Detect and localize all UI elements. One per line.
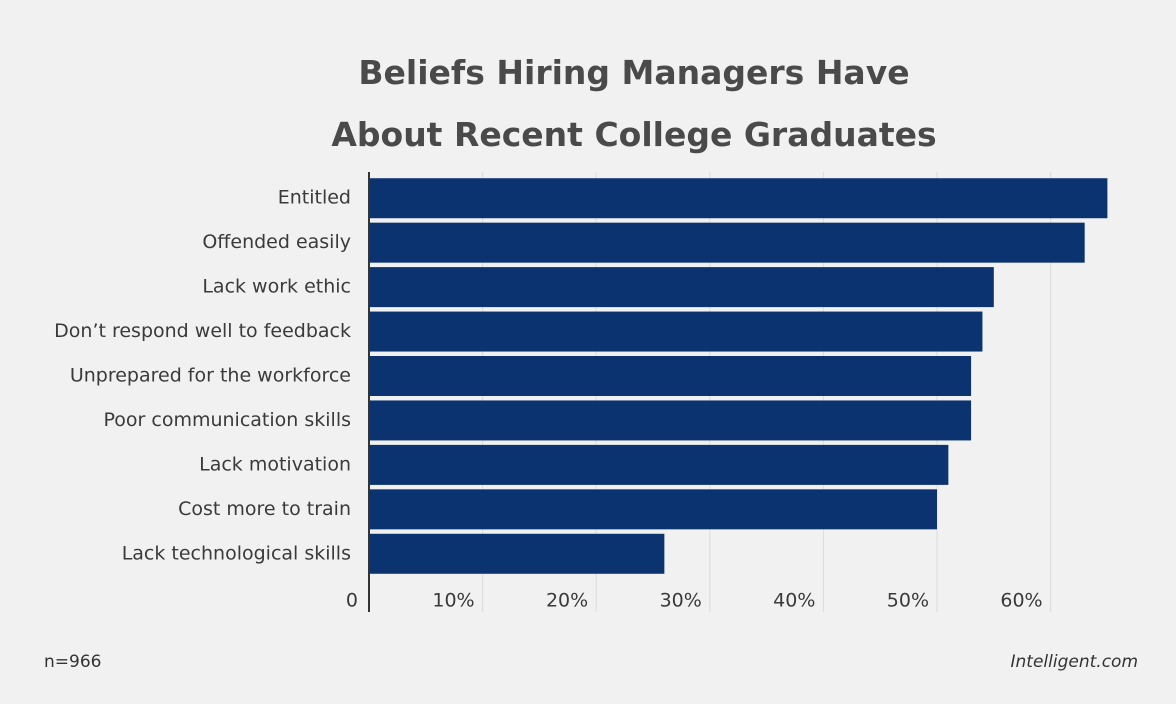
bar [369, 489, 937, 530]
x-tick-label: 60% [1000, 590, 1042, 612]
bar [369, 178, 1108, 219]
sample-note: n=966 [44, 652, 102, 672]
y-tick-label: Lack technological skills [122, 542, 351, 564]
x-tick-label: 10% [432, 590, 474, 612]
x-tick-label: 30% [660, 590, 702, 612]
bar [369, 400, 972, 441]
y-tick-label: Poor communication skills [104, 409, 352, 431]
y-tick-label: Lack motivation [199, 453, 351, 475]
chart-title: Beliefs Hiring Managers Have About Recen… [331, 53, 937, 154]
bar [369, 222, 1085, 263]
x-tick-label: 20% [546, 590, 588, 612]
bar [369, 356, 972, 396]
bar [369, 444, 949, 485]
y-tick-label: Cost more to train [178, 498, 351, 520]
y-tick-label: Lack work ethic [202, 276, 351, 298]
bar [369, 267, 994, 308]
bar [369, 311, 983, 352]
y-tick-label: Unprepared for the workforce [70, 365, 351, 387]
bar [369, 533, 665, 574]
x-tick-label: 0 [346, 590, 358, 612]
y-tick-label: Offended easily [202, 231, 351, 253]
x-tick-label: 40% [773, 590, 815, 612]
source: Intelligent.com [1010, 652, 1138, 672]
y-tick-label: Entitled [278, 187, 351, 209]
y-tick-label: Don’t respond well to feedback [54, 320, 351, 342]
x-tick-label: 50% [887, 590, 929, 612]
